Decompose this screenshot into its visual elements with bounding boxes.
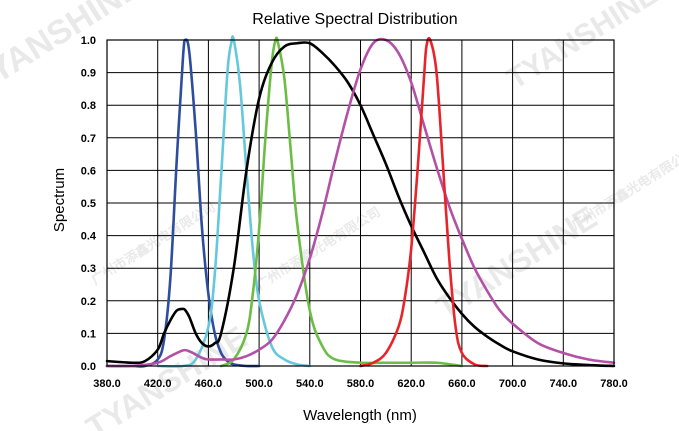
chart-title: Relative Spectral Distribution: [252, 11, 457, 28]
x-tick-label: 700.0: [499, 378, 527, 390]
spectral-curves: [105, 35, 616, 368]
y-tick-label: 0.6: [81, 165, 96, 177]
x-tick-label: 540.0: [296, 378, 324, 390]
spectrum-curve-4: [105, 37, 616, 368]
y-tick-label: 1.0: [81, 35, 96, 47]
plot-frame: [106, 39, 615, 367]
y-tick-label: 0.1: [81, 328, 96, 340]
x-tick-labels: 380.0 420.0 460.0 500.0 540.0 580.0 620.0 660.0…: [93, 378, 628, 390]
y-axis-label: Spectrum: [51, 168, 68, 232]
x-tick-label: 580.0: [347, 378, 375, 390]
y-tick-label: 0.8: [81, 100, 96, 112]
x-tick-label: 780.0: [600, 378, 628, 390]
watermark-company-text: 广州市添鑫光电有限公司: [89, 199, 218, 288]
y-tick-label: 0.0: [81, 361, 96, 373]
grid-lines: [106, 39, 615, 367]
watermark-company-text: 广州市添鑫光电有限公司: [569, 144, 679, 233]
y-tick-label: 0.5: [81, 198, 96, 210]
x-tick-label: 500.0: [245, 378, 273, 390]
y-tick-label: 0.4: [81, 231, 97, 243]
x-tick-label: 740.0: [550, 378, 578, 390]
y-tick-label: 0.2: [81, 296, 96, 308]
y-tick-label: 0.3: [81, 263, 96, 275]
x-tick-label: 380.0: [93, 378, 121, 390]
x-tick-label: 620.0: [397, 378, 425, 390]
x-tick-label: 420.0: [144, 378, 172, 390]
watermark-company-text: 广州市添鑫光电有限公司: [254, 204, 383, 293]
y-tick-labels: 0.0 0.1 0.2 0.3 0.4 0.5 0.6 0.7 0.8 0.9 1.0: [81, 35, 97, 373]
watermark-brand-text: TYANSHINE: [80, 319, 253, 431]
x-tick-label: 660.0: [448, 378, 476, 390]
spectrum-curve-3: [105, 41, 616, 368]
y-tick-label: 0.7: [81, 133, 96, 145]
watermark-brand-text: TYANSHINE: [501, 0, 663, 96]
y-tick-label: 0.9: [81, 68, 96, 80]
watermark-brand-text: TYANSHINE: [0, 0, 148, 102]
x-tick-label: 460.0: [195, 378, 223, 390]
x-axis-label: Wavelength (nm): [303, 407, 417, 424]
spectrum-curve-5: [359, 36, 489, 368]
spectrum-curve-2: [219, 36, 464, 368]
